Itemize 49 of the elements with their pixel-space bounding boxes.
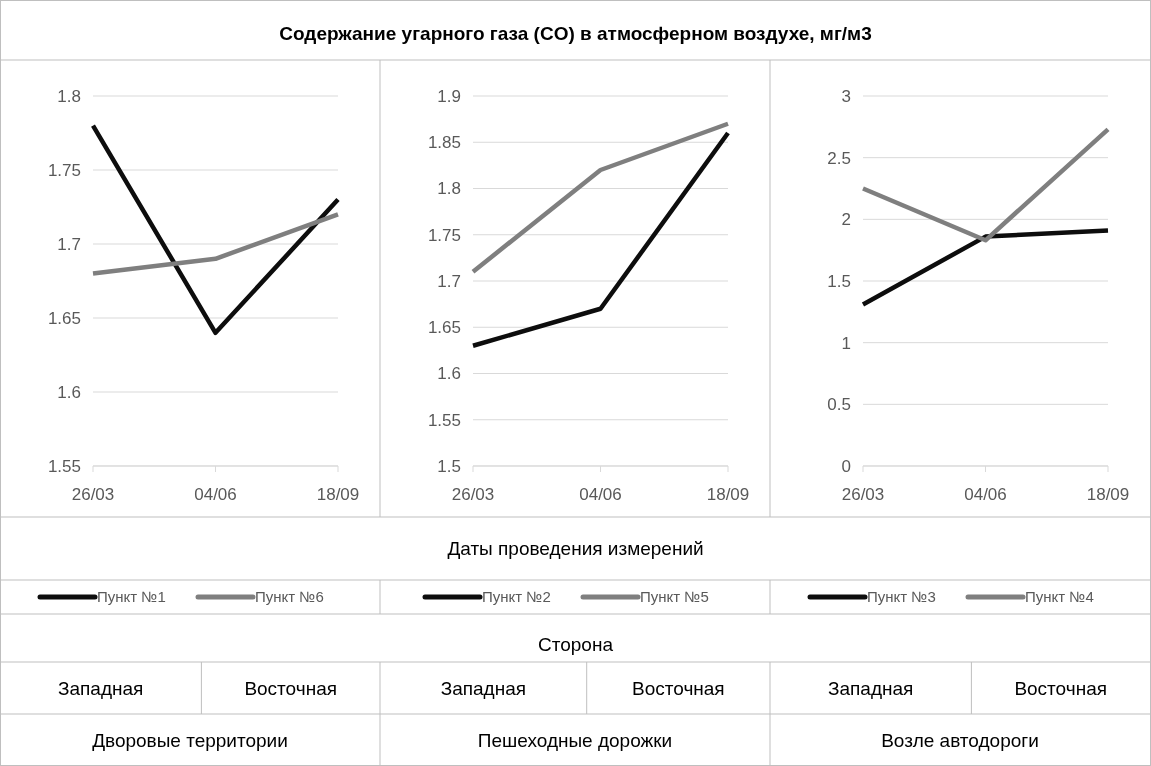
x-tick-label: 18/09 [316, 485, 360, 504]
y-tick-label: 1.6 [437, 364, 461, 384]
y-tick-label: 1.5 [437, 456, 461, 476]
legend-label: Пункт №1 [97, 588, 166, 606]
x-tick-label: 04/06 [579, 485, 622, 504]
legend-label: Пункт №6 [255, 588, 324, 606]
legend-label: Пункт №3 [867, 588, 936, 606]
text: Восточная [632, 677, 725, 699]
y-tick-label: 3 [841, 86, 851, 106]
y-tick-label: 1 [841, 333, 851, 353]
y-tick-label: 1.55 [47, 456, 81, 476]
y-tick-label: 1.55 [427, 410, 461, 430]
y-tick-label: 2.5 [827, 148, 851, 168]
text: Западная [58, 677, 144, 699]
legend-label: Пункт №4 [1025, 588, 1094, 606]
y-tick-label: 1.75 [47, 160, 81, 180]
y-tick-label: 0 [841, 456, 851, 476]
y-tick-label: 1.7 [437, 271, 461, 291]
x-tick-label: 26/03 [451, 485, 495, 504]
legend-label: Пункт №5 [640, 588, 709, 606]
text: Дворовые территории [92, 729, 288, 751]
x-tick-label: 04/06 [964, 485, 1007, 504]
text: Сторона [538, 633, 614, 655]
y-tick-label: 1.9 [437, 86, 461, 106]
x-tick-label: 26/03 [71, 485, 115, 504]
y-tick-label: 1.65 [47, 308, 81, 328]
text: Восточная [244, 677, 338, 699]
y-tick-label: 0.5 [827, 395, 851, 415]
y-tick-label: 1.7 [57, 234, 81, 254]
x-tick-label: 18/09 [706, 485, 750, 504]
y-tick-label: 2 [841, 210, 851, 230]
y-tick-label: 1.65 [427, 318, 461, 338]
text: Возле автодороги [881, 729, 1039, 751]
y-tick-label: 1.5 [827, 271, 851, 291]
y-tick-label: 1.75 [427, 225, 461, 245]
y-tick-label: 1.8 [57, 86, 81, 106]
text: Пешеходные дорожки [477, 729, 673, 751]
text: Восточная [1014, 677, 1108, 699]
y-tick-label: 1.6 [57, 382, 81, 402]
text: Западная [440, 677, 527, 699]
text: Содержание угарного газа (CO) в атмосферном воздухе, мг/м3 [279, 23, 872, 44]
legend-label: Пункт №2 [482, 588, 551, 606]
text: Даты проведения измерений [447, 538, 704, 560]
y-tick-label: 1.8 [437, 179, 461, 199]
x-tick-label: 18/09 [1086, 485, 1130, 504]
y-tick-label: 1.85 [427, 133, 461, 153]
x-tick-label: 26/03 [841, 485, 885, 504]
text: Западная [828, 677, 914, 699]
x-tick-label: 04/06 [194, 485, 237, 504]
